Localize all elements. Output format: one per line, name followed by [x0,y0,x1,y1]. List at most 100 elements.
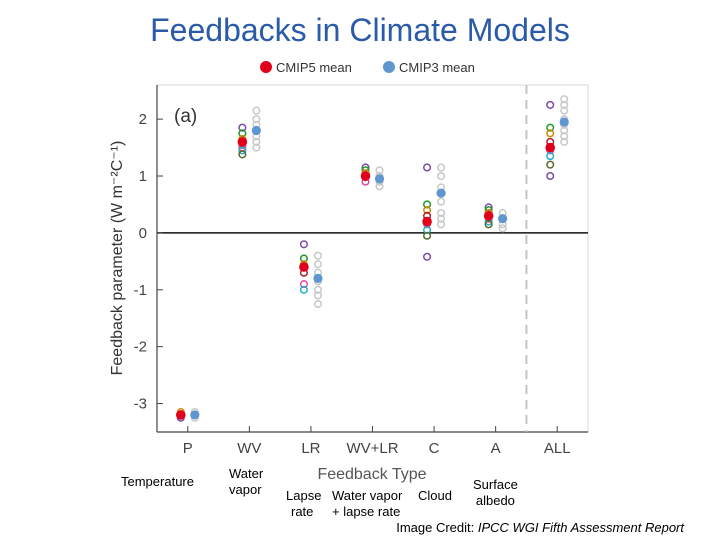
cmip3-mean-point [190,410,200,420]
note-wv-lapse-rate: Water vapor + lapse rate [332,488,402,521]
plot-border [156,84,589,433]
x-tick-label: LR [301,440,320,457]
credit-prefix: Image Credit: [396,520,478,535]
x-tick-label: ALL [544,440,571,457]
cmip5-model-point [423,206,432,215]
cmip5-model-point [238,129,247,138]
cmip3-model-point [437,171,446,181]
cmip3-model-point [560,132,569,141]
cmip5-mean-point [360,171,371,181]
cmip5-model-point [423,226,432,235]
note-albedo-line1: Surface [473,477,518,492]
y-tick-label: 2 [139,111,147,128]
note-temperature: Temperature [121,474,194,489]
y-tick-label: 1 [139,168,147,185]
cmip5-model-point [546,152,555,161]
cmip3-model-point [560,137,569,146]
cmip3-model-point [313,251,322,260]
cmip5-model-point [546,171,555,181]
page-title: Feedbacks in Climate Models [150,12,570,48]
cmip5-model-point [238,123,247,132]
y-axis-label: Feedback parameter (W m⁻²C⁻¹) [109,141,126,376]
cmip5-model-point [299,280,308,289]
cmip5-model-point [546,100,555,109]
legend-label: CMIP5 mean [276,60,352,75]
y-tick-label: 0 [139,225,147,242]
note-albedo-line2: albedo [475,493,515,509]
cmip5-model-point [546,123,555,132]
cmip5-model-point [238,150,247,159]
cmip5-model-point [299,254,308,263]
cmip5-model-point [238,146,247,155]
note-wv-lapse-line2: + lapse rate [332,504,401,520]
note-water-vapor-line2: vapor [229,482,262,498]
x-tick-label: P [183,440,193,457]
cmip3-model-point [313,291,322,300]
note-wv-lapse-line1: Water vapor [332,488,403,503]
cmip3-model-point [437,197,446,206]
image-credit: Image Credit: IPCC WGI Fifth Assessment … [396,520,684,535]
cmip5-model-point [299,240,308,249]
y-axis: -3 -2 -1 0 1 2 [134,111,163,413]
cmip5-mean-point [545,142,556,153]
cmip3-model-point [313,260,322,269]
legend-label: CMIP3 mean [399,60,475,75]
cmip5-model-point [361,163,370,172]
cmip3-mean-point [436,188,446,198]
cmip3-model-point [252,137,261,146]
cmip5-model-point [484,203,493,212]
x-axis-label: Feedback Type [317,466,426,483]
cmip3-mean-point [313,273,323,284]
cmip3-model-point [560,95,569,104]
cmip3-model-point [313,299,322,309]
cmip3-model-point [437,163,446,172]
x-tick-label: WV+LR [346,440,398,457]
credit-source: IPCC WGI Fifth Assessment Report [477,520,684,535]
legend-marker [383,61,395,73]
x-tick-label: WV [237,440,261,457]
cmip5-model-point [546,129,555,138]
cmip5-model-point [423,163,432,172]
cmip5-model-point [423,231,432,240]
note-lapse-rate-line1: Lapse [286,488,322,503]
cmip5-mean-point [237,137,248,147]
x-axis: P WV LR WV+LR C A ALL [183,426,571,457]
cmip5-mean-point [422,216,432,227]
cmip3-mean-point [498,214,508,224]
y-tick-label: -2 [134,339,147,356]
x-tick-label: C [429,440,440,457]
note-surface-albedo: Surface albedo [473,477,518,510]
cmip3-model-point [437,214,446,223]
note-water-vapor-line1: Water [229,466,264,481]
cmip3-model-point [252,115,261,124]
cmip3-model-point [560,106,569,115]
legend-marker [260,61,272,73]
x-tick-label: A [491,440,501,457]
cmip3-model-point [252,106,261,115]
cmip5-model-point [423,252,432,261]
panel-label: (a) [174,106,197,127]
cmip3-model-point [498,224,507,233]
cmip5-model-point [423,200,432,209]
y-tick-label: -1 [134,282,147,299]
note-lapse-rate: Lapse rate [286,488,321,521]
cmip3-model-point [375,166,384,175]
cmip3-model-point [375,182,384,191]
cmip3-model-point [252,143,261,152]
cmip3-model-point [437,208,446,218]
cmip3-mean-point [559,117,569,127]
cmip3-mean-point [251,125,261,136]
y-tick-label: -3 [134,396,147,413]
note-cloud: Cloud [418,488,452,503]
cmip5-mean-point [483,211,494,221]
plot-frame [156,84,589,433]
cmip5-mean-point [175,410,186,420]
note-lapse-rate-line2: rate [291,504,314,520]
legend: CMIP5 mean CMIP3 mean [260,60,475,75]
cmip3-model-point [560,126,569,135]
cmip5-model-point [484,220,493,229]
cmip5-mean-point [299,262,309,272]
data-points [175,95,569,422]
cmip3-model-point [437,220,446,229]
